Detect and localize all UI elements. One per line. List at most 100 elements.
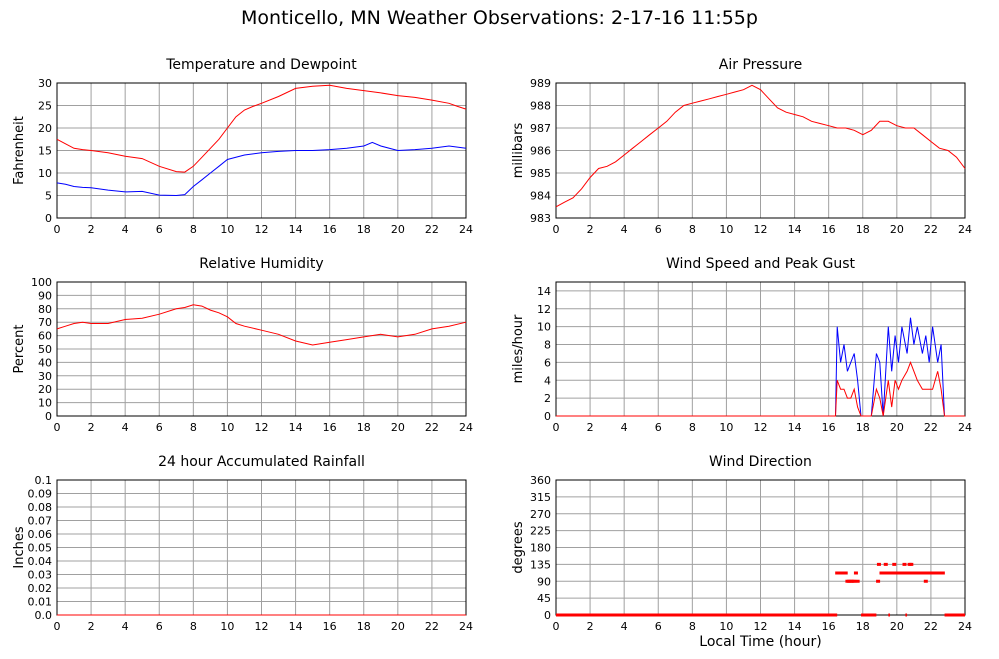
y-tick-label: 40 bbox=[38, 356, 52, 369]
chart-title: 24 hour Accumulated Rainfall bbox=[158, 454, 365, 470]
series-line bbox=[556, 360, 965, 417]
direction-point bbox=[882, 571, 887, 575]
x-tick-label: 20 bbox=[890, 223, 904, 236]
x-tick-label: 0 bbox=[54, 421, 61, 434]
x-tick-label: 2 bbox=[88, 620, 95, 633]
y-tick-label: 80 bbox=[38, 303, 52, 316]
x-tick-label: 8 bbox=[190, 620, 197, 633]
x-tick-label: 4 bbox=[122, 620, 129, 633]
y-tick-label: 20 bbox=[38, 383, 52, 396]
x-tick-label: 22 bbox=[425, 223, 439, 236]
direction-point bbox=[902, 562, 907, 566]
x-tick-label: 8 bbox=[689, 223, 696, 236]
y-tick-label: 30 bbox=[38, 370, 52, 383]
y-tick-label: 6 bbox=[544, 356, 551, 369]
x-tick-label: 18 bbox=[357, 620, 371, 633]
x-tick-label: 10 bbox=[719, 421, 733, 434]
direction-point bbox=[940, 571, 945, 575]
x-tick-label: 0 bbox=[553, 620, 560, 633]
y-tick-label: 25 bbox=[38, 100, 52, 113]
x-tick-label: 8 bbox=[689, 620, 696, 633]
y-tick-label: 989 bbox=[530, 77, 551, 90]
x-tick-label: 4 bbox=[122, 421, 129, 434]
y-axis-label: Fahrenheit bbox=[12, 116, 27, 185]
series-line bbox=[56, 141, 467, 197]
x-tick-label: 10 bbox=[220, 223, 234, 236]
y-axis-label: Inches bbox=[12, 526, 27, 568]
y-tick-label: 15 bbox=[38, 145, 52, 158]
x-tick-label: 22 bbox=[924, 620, 938, 633]
x-tick-label: 6 bbox=[156, 421, 163, 434]
y-tick-label: 10 bbox=[38, 397, 52, 410]
y-tick-label: 4 bbox=[544, 374, 551, 387]
y-tick-label: 225 bbox=[530, 525, 551, 538]
x-tick-label: 10 bbox=[220, 421, 234, 434]
x-tick-label: 18 bbox=[856, 620, 870, 633]
x-tick-label: 6 bbox=[156, 620, 163, 633]
x-tick-label: 18 bbox=[856, 223, 870, 236]
x-tick-label: 10 bbox=[220, 620, 234, 633]
y-tick-label: 988 bbox=[530, 100, 551, 113]
direction-point bbox=[843, 571, 848, 575]
x-tick-label: 20 bbox=[391, 620, 405, 633]
direction-point bbox=[883, 562, 888, 566]
y-tick-label: 983 bbox=[530, 212, 551, 225]
x-tick-label: 14 bbox=[289, 421, 303, 434]
y-axis-label: Percent bbox=[12, 325, 27, 374]
x-tick-label: 6 bbox=[655, 421, 662, 434]
y-tick-label: 0.0 bbox=[35, 609, 53, 622]
direction-point bbox=[855, 579, 860, 583]
y-tick-label: 986 bbox=[530, 145, 551, 158]
direction-point bbox=[876, 562, 881, 566]
y-tick-label: 0.04 bbox=[28, 555, 53, 568]
x-tick-label: 10 bbox=[719, 223, 733, 236]
x-tick-label: 22 bbox=[924, 223, 938, 236]
x-tick-label: 6 bbox=[156, 223, 163, 236]
chart-title: Wind Speed and Peak Gust bbox=[666, 256, 855, 272]
x-tick-label: 12 bbox=[754, 421, 768, 434]
x-tick-label: 16 bbox=[822, 421, 836, 434]
x-tick-label: 0 bbox=[553, 223, 560, 236]
direction-point bbox=[892, 562, 897, 566]
x-tick-label: 16 bbox=[323, 620, 337, 633]
y-tick-label: 60 bbox=[38, 330, 52, 343]
series-line bbox=[556, 317, 965, 417]
x-tick-label: 20 bbox=[890, 620, 904, 633]
y-tick-label: 0 bbox=[45, 410, 52, 423]
y-tick-label: 0.03 bbox=[28, 569, 53, 582]
x-tick-label: 4 bbox=[621, 620, 628, 633]
direction-point bbox=[886, 571, 891, 575]
x-tick-label: 14 bbox=[788, 620, 802, 633]
x-tick-label: 16 bbox=[822, 620, 836, 633]
y-tick-label: 987 bbox=[530, 122, 551, 135]
series-line bbox=[56, 304, 467, 346]
y-tick-label: 20 bbox=[38, 122, 52, 135]
x-tick-label: 0 bbox=[54, 620, 61, 633]
x-tick-label: 24 bbox=[459, 223, 473, 236]
x-tick-label: 0 bbox=[553, 421, 560, 434]
direction-point bbox=[922, 571, 927, 575]
y-tick-label: 984 bbox=[530, 190, 551, 203]
y-tick-label: 2 bbox=[544, 392, 551, 405]
x-tick-label: 2 bbox=[88, 421, 95, 434]
x-tick-label: 20 bbox=[890, 421, 904, 434]
x-tick-label: 0 bbox=[54, 223, 61, 236]
x-tick-label: 6 bbox=[655, 223, 662, 236]
x-tick-label: 4 bbox=[122, 223, 129, 236]
y-tick-label: 70 bbox=[38, 316, 52, 329]
x-tick-label: 2 bbox=[587, 620, 594, 633]
y-axis-label: degrees bbox=[511, 521, 526, 574]
chart-title: Wind Direction bbox=[709, 454, 812, 470]
y-tick-label: 0.05 bbox=[28, 542, 53, 555]
x-tick-label: 6 bbox=[655, 620, 662, 633]
y-tick-label: 0.02 bbox=[28, 582, 53, 595]
x-tick-label: 18 bbox=[357, 223, 371, 236]
x-tick-label: 2 bbox=[587, 421, 594, 434]
x-tick-label: 20 bbox=[391, 223, 405, 236]
